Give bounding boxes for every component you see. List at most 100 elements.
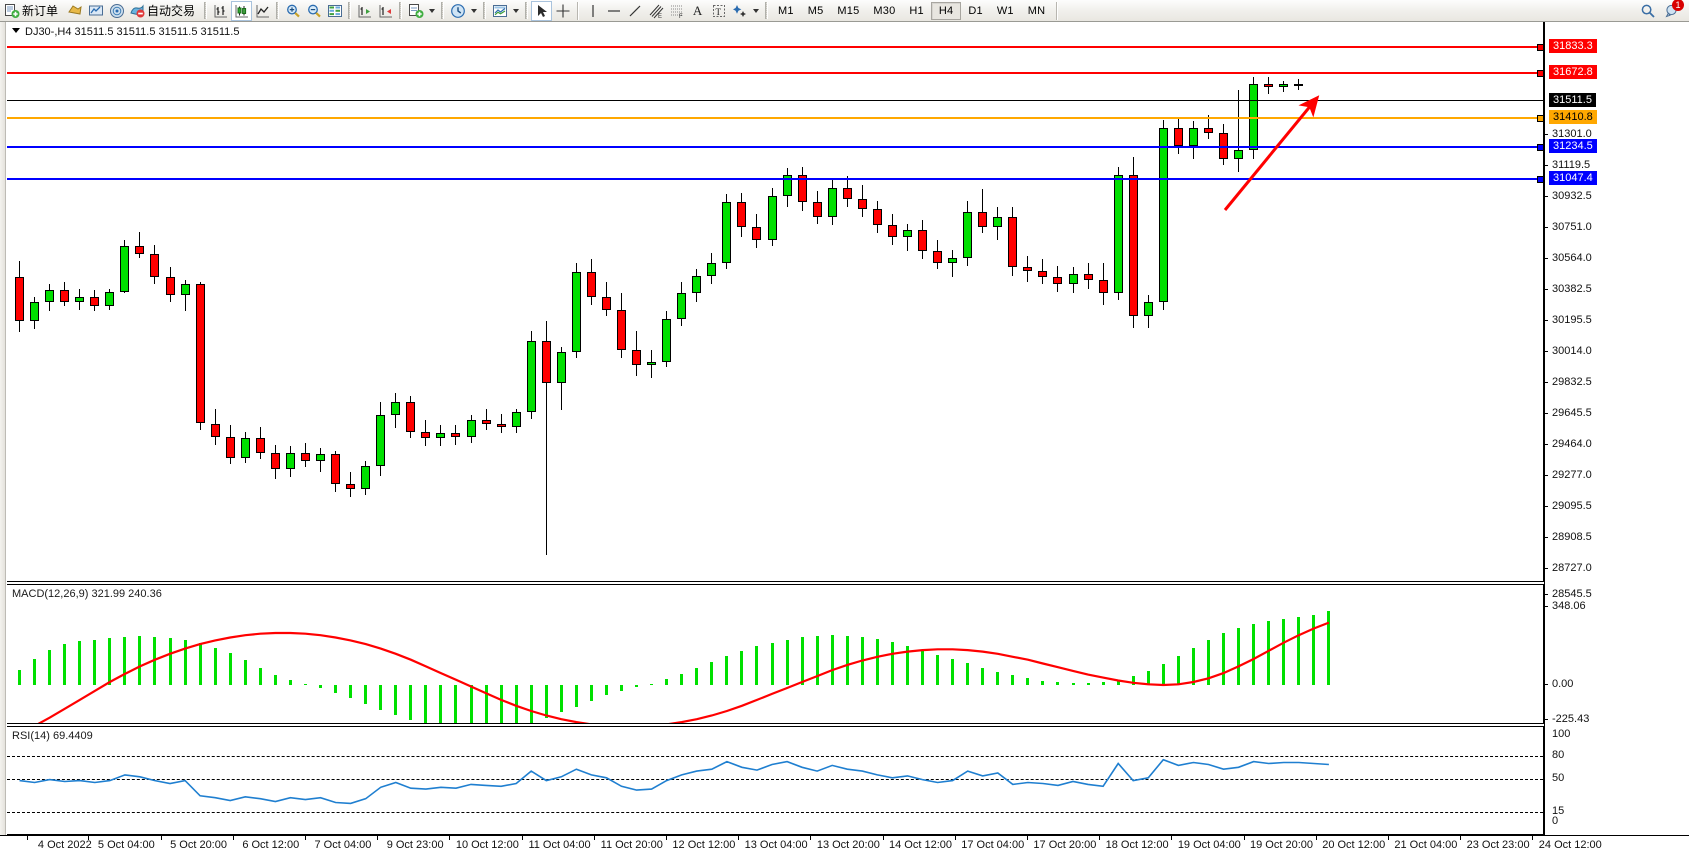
chevron-down-icon[interactable]: [753, 8, 760, 13]
macd-histogram-bar: [1026, 678, 1030, 685]
price-badge-entry[interactable]: 31410.8: [1549, 110, 1597, 124]
price-line-take-profit[interactable]: [7, 44, 1543, 51]
price-axis[interactable]: 31301.0 31119.5 30932.5 30751.0 30564.0 30382…: [1544, 22, 1689, 835]
line-chart-button[interactable]: [252, 1, 273, 21]
tick-label: 29832.5: [1552, 376, 1592, 388]
timeframe-d1[interactable]: D1: [968, 4, 983, 17]
auto-scroll-button[interactable]: [375, 1, 396, 21]
price-line-handle[interactable]: [1537, 176, 1543, 183]
macd-histogram-bar: [1071, 682, 1075, 685]
price-line-handle[interactable]: [1537, 44, 1543, 51]
indicators-button[interactable]: [405, 1, 426, 21]
timeframe-m5[interactable]: M5: [807, 4, 824, 17]
horizontal-line-button[interactable]: [603, 1, 624, 21]
candlestick: [270, 444, 280, 479]
candlestick: [872, 200, 882, 234]
navigator-button[interactable]: [85, 1, 106, 21]
macd-histogram-bar: [1252, 624, 1256, 685]
price-line-entry[interactable]: [7, 115, 1543, 122]
price-pane[interactable]: DJ30-,H4 31511.5 31511.5 31511.5 31511.5: [7, 22, 1544, 582]
price-badge-support-1[interactable]: 31234.5: [1549, 139, 1597, 153]
timeframe-h1[interactable]: H1: [909, 4, 924, 17]
auto-trading-button[interactable]: 自动交易: [127, 1, 201, 21]
text-label-button[interactable]: T: [708, 1, 729, 21]
zoom-out-button[interactable]: [303, 1, 324, 21]
chart-plot-area[interactable]: DJ30-,H4 31511.5 31511.5 31511.5 31511.5…: [7, 22, 1544, 835]
new-order-button[interactable]: 新订单: [2, 1, 64, 21]
timeframe-h4[interactable]: H4: [930, 1, 962, 20]
timeframe-w1[interactable]: W1: [996, 4, 1014, 17]
macd-histogram-bar: [123, 636, 127, 685]
price-badge-take-profit[interactable]: 31833.3: [1549, 39, 1597, 53]
price-badge-current-price[interactable]: 31511.5: [1549, 93, 1596, 107]
candle-body: [737, 202, 747, 227]
candlestick: [1068, 267, 1078, 294]
shapes-button[interactable]: [729, 1, 750, 21]
chevron-down-icon[interactable]: [429, 8, 436, 13]
grid-button[interactable]: [324, 1, 345, 21]
macd-histogram-bar: [966, 663, 970, 685]
zoom-in-icon: [286, 4, 300, 17]
time-label: 17 Oct 20:00: [1033, 839, 1097, 851]
candlestick: [1083, 262, 1093, 289]
macd-pane[interactable]: MACD(12,26,9) 321.99 240.36: [7, 584, 1544, 724]
price-tick: 30382.5: [1544, 283, 1689, 296]
tick-label: 28727.0: [1552, 562, 1592, 574]
cursor-button[interactable]: [531, 0, 553, 21]
rsi-pane[interactable]: RSI(14) 69.4409: [7, 726, 1544, 835]
zoom-in-button[interactable]: [282, 1, 303, 21]
macd-histogram-bar: [544, 685, 548, 719]
candle-body: [767, 195, 777, 240]
price-line-support-1[interactable]: [7, 144, 1543, 151]
time-label: 17 Oct 04:00: [961, 839, 1025, 851]
search-button[interactable]: [1637, 1, 1658, 21]
candlestick: [195, 282, 205, 430]
trendline-button[interactable]: [624, 1, 645, 21]
candlestick: [45, 283, 55, 312]
macd-histogram-bar: [303, 683, 307, 685]
timeframe-mn[interactable]: MN: [1027, 4, 1046, 17]
price-line-current-price[interactable]: [7, 100, 1543, 101]
price-line-resistance[interactable]: [7, 70, 1543, 77]
timeframe-m15[interactable]: M15: [837, 4, 860, 17]
templates-button[interactable]: [489, 1, 510, 21]
vertical-line-button[interactable]: [582, 1, 603, 21]
equidistant-channel-button[interactable]: E: [645, 1, 666, 21]
crosshair-button[interactable]: [552, 1, 573, 21]
period-button[interactable]: [447, 1, 468, 21]
candle-body: [677, 293, 687, 320]
candlestick: [481, 408, 491, 430]
rsi-tick: 100: [1544, 728, 1689, 741]
text-button[interactable]: A: [687, 1, 708, 21]
price-line-handle[interactable]: [1537, 70, 1543, 77]
price-tick: 28727.0: [1544, 562, 1689, 575]
price-badge-resistance[interactable]: 31672.8: [1549, 65, 1597, 79]
chart-menu-arrow-icon[interactable]: [12, 28, 20, 33]
price-tick: 29277.0: [1544, 469, 1689, 482]
market-watch-button[interactable]: [106, 1, 127, 21]
macd-histogram-bar: [785, 639, 789, 685]
time-axis[interactable]: 4 Oct 2022 5 Oct 04:00 5 Oct 20:00 6 Oct 12…: [0, 835, 1689, 857]
price-line-support-2[interactable]: [7, 176, 1543, 183]
price-badge-support-2[interactable]: 31047.4: [1549, 171, 1597, 185]
notifications-button[interactable]: 1: [1662, 0, 1684, 21]
timeframe-m1[interactable]: M1: [778, 4, 794, 17]
candlestick-chart-button[interactable]: [231, 0, 253, 21]
macd-histogram-bar: [996, 671, 1000, 685]
candle-wick: [1238, 90, 1240, 172]
price-line-handle[interactable]: [1537, 144, 1543, 151]
candle-body: [1279, 83, 1289, 88]
candlestick: [406, 395, 416, 439]
chevron-down-icon[interactable]: [471, 8, 478, 13]
data-window-button[interactable]: [64, 1, 85, 21]
timeframe-m30[interactable]: M30: [873, 4, 896, 17]
chart-shift-button[interactable]: [354, 1, 375, 21]
candle-body: [827, 187, 837, 218]
macd-histogram-bar: [620, 685, 623, 691]
tick-label: 29277.0: [1552, 469, 1592, 481]
chevron-down-icon[interactable]: [513, 8, 520, 13]
price-line-handle[interactable]: [1537, 115, 1543, 122]
bar-chart-button[interactable]: [210, 1, 231, 21]
candle-body: [496, 423, 506, 427]
fibonacci-button[interactable]: F: [666, 1, 687, 21]
